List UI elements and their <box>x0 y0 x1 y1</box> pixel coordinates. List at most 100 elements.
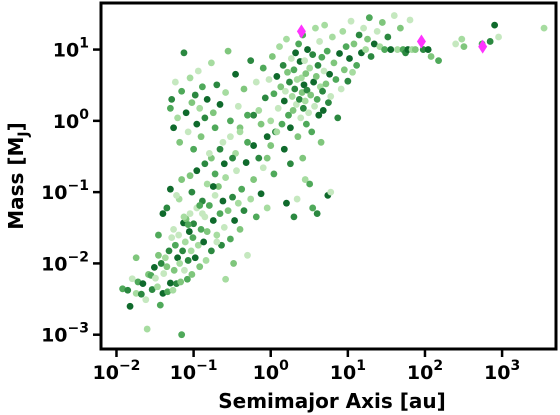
planet-point <box>297 114 305 122</box>
planet-point <box>197 226 205 233</box>
x-tick-label: 10−2 <box>93 358 141 384</box>
planet-point <box>181 266 188 274</box>
planet-point <box>279 61 287 69</box>
planet-point <box>188 99 196 107</box>
planet-point <box>203 180 211 188</box>
planet-point <box>173 191 180 199</box>
planet-point <box>150 263 158 271</box>
planet-point <box>318 53 326 61</box>
planet-point <box>347 17 355 25</box>
planet-point <box>327 188 335 196</box>
planet-point <box>168 234 176 242</box>
planet-point <box>165 247 173 255</box>
planet-point <box>280 145 288 153</box>
planet-point <box>265 76 273 83</box>
planet-point <box>132 289 140 297</box>
planet-point <box>244 251 251 259</box>
planet-point <box>285 111 292 119</box>
planet-point <box>186 172 194 180</box>
planet-point <box>460 43 468 51</box>
planet-point <box>362 46 370 53</box>
planet-point <box>309 51 317 58</box>
highlight-diamond-point <box>416 34 426 49</box>
planet-point <box>229 154 236 162</box>
planet-point <box>238 185 246 193</box>
planet-point <box>142 296 150 304</box>
planet-point <box>315 111 323 119</box>
planet-point <box>396 24 404 32</box>
planet-point <box>143 325 151 333</box>
planet-point <box>184 221 192 229</box>
planet-point <box>163 204 171 212</box>
planet-point <box>198 210 206 217</box>
planet-point <box>226 133 234 141</box>
planet-point <box>323 47 331 55</box>
planet-point <box>169 286 177 294</box>
planet-point <box>224 207 232 215</box>
planet-point <box>207 59 215 67</box>
y-axis-label-sub: J <box>16 131 32 137</box>
planet-point <box>203 95 211 103</box>
planet-point <box>211 191 219 199</box>
planet-point <box>213 231 221 239</box>
planet-point <box>180 213 188 221</box>
planet-point <box>236 226 244 233</box>
planet-point <box>177 278 185 286</box>
y-axis-ticks: 10−3 10−2 10−1 100 101 <box>41 36 101 347</box>
planet-point <box>209 217 217 224</box>
planet-point <box>191 254 199 262</box>
planet-point <box>155 251 162 259</box>
planet-point <box>317 138 325 146</box>
planet-point <box>220 160 228 168</box>
planet-point <box>186 74 194 82</box>
planet-point <box>205 202 213 209</box>
y-tick-label: 10−1 <box>41 178 89 204</box>
planet-point <box>171 241 179 249</box>
planet-point <box>328 33 336 41</box>
planet-point <box>378 19 386 26</box>
planet-point <box>196 263 204 271</box>
planet-point <box>293 195 301 203</box>
planet-point <box>268 53 276 60</box>
planet-point <box>188 188 196 196</box>
planet-point <box>326 70 334 78</box>
planet-point <box>184 128 192 136</box>
planet-point <box>190 220 197 228</box>
planet-point <box>330 59 338 67</box>
planet-point <box>263 154 271 162</box>
planet-point <box>166 185 174 193</box>
planet-point <box>310 78 318 86</box>
plot-frame <box>99 1 558 351</box>
planet-point <box>201 114 209 122</box>
planet-point <box>339 27 347 35</box>
planet-point <box>284 68 291 76</box>
planet-point <box>373 27 381 35</box>
planet-point <box>194 241 202 249</box>
planet-point <box>427 53 435 60</box>
planet-point <box>282 87 289 95</box>
planet-point <box>259 164 267 172</box>
planet-point <box>313 95 321 103</box>
planet-point <box>270 90 278 98</box>
planet-point <box>224 47 232 55</box>
planet-point <box>216 210 224 217</box>
planet-point <box>174 114 181 122</box>
planet-point <box>219 138 227 146</box>
planet-point <box>355 31 363 39</box>
planet-point <box>240 207 248 215</box>
planet-point <box>300 81 308 89</box>
planet-point <box>311 102 318 110</box>
planet-point <box>187 247 195 255</box>
planet-point <box>252 78 260 86</box>
planet-point <box>196 202 204 209</box>
planet-point <box>298 74 305 82</box>
planet-point <box>495 33 502 41</box>
planet-point <box>321 21 329 29</box>
planet-point <box>178 176 186 183</box>
planet-point <box>230 260 237 267</box>
planet-point <box>314 61 322 69</box>
planet-point <box>332 76 340 83</box>
planet-point <box>312 73 320 80</box>
planet-point <box>259 64 267 72</box>
planet-point <box>306 64 314 72</box>
